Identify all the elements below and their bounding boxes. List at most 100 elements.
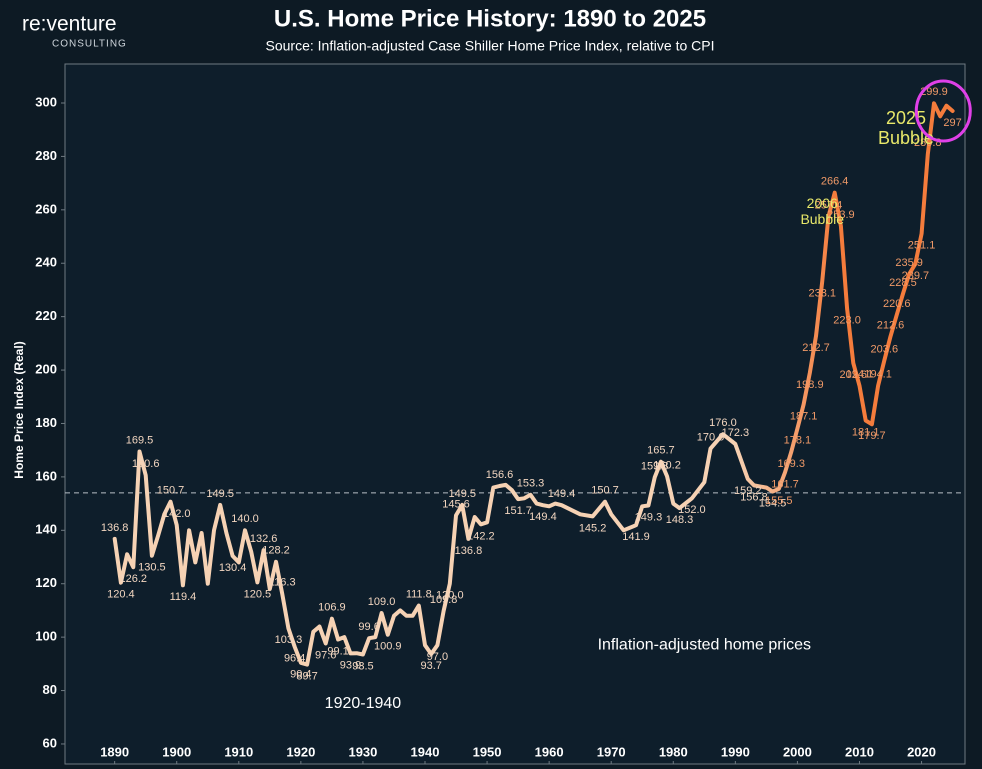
data-label: 233.1 xyxy=(808,288,836,300)
y-axis-label: Home Price Index (Real) xyxy=(12,341,26,478)
data-label: 169.5 xyxy=(126,434,154,446)
data-label: 140.0 xyxy=(231,513,259,525)
annotation: 2006 xyxy=(807,195,838,211)
data-label: 97.0 xyxy=(427,651,448,663)
y-tick-label: 160 xyxy=(35,468,57,483)
data-label: 239.7 xyxy=(902,270,930,282)
data-label: 181.1 xyxy=(852,426,880,438)
data-label: 220.6 xyxy=(883,298,911,310)
data-label: 194.1 xyxy=(864,369,892,381)
data-label: 109.0 xyxy=(368,596,396,608)
y-tick-label: 200 xyxy=(35,362,57,377)
brand-name: re:venture xyxy=(22,13,117,36)
price-line xyxy=(112,101,955,667)
data-label: 165.7 xyxy=(647,445,675,457)
data-label: 99.1 xyxy=(327,645,348,657)
data-label: 202.6 xyxy=(840,369,868,381)
data-label: 156.6 xyxy=(486,469,514,481)
data-label: 151.7 xyxy=(504,505,532,517)
data-label: 150.7 xyxy=(591,485,619,497)
data-label: 90.4 xyxy=(290,669,311,681)
data-label: 119.4 xyxy=(170,591,197,603)
y-tick-label: 300 xyxy=(35,94,57,109)
data-label: 170.6 xyxy=(697,431,725,443)
data-label: 99.6 xyxy=(358,621,379,633)
y-tick-label: 220 xyxy=(35,308,57,323)
annotation: 1920-1940 xyxy=(325,695,402,712)
data-label: 154.5 xyxy=(759,497,787,509)
data-label: 145.2 xyxy=(579,522,607,534)
data-label: 97.6 xyxy=(315,649,336,661)
data-label: 159.8 xyxy=(641,460,669,472)
data-label: 96.4 xyxy=(284,653,305,665)
data-label: 169.3 xyxy=(777,458,805,470)
x-tick-label: 2000 xyxy=(783,744,812,759)
plot-area xyxy=(64,63,966,765)
data-label: 150.7 xyxy=(157,485,185,497)
data-label: 187.1 xyxy=(790,410,818,422)
chart-subtitle: Source: Inflation-adjusted Case Shiller … xyxy=(266,38,715,54)
y-tick-label: 120 xyxy=(35,575,57,590)
x-tick-label: 1980 xyxy=(659,744,688,759)
data-label: 203.6 xyxy=(871,343,899,355)
data-label: 228.5 xyxy=(889,277,917,289)
chart-title: U.S. Home Price History: 1890 to 2025 xyxy=(274,5,706,32)
x-tick-label: 2020 xyxy=(907,744,936,759)
data-label: 132.6 xyxy=(250,533,278,545)
data-label: 297 xyxy=(943,117,961,129)
x-tick-label: 1920 xyxy=(286,744,315,759)
data-label: 126.2 xyxy=(120,573,148,585)
annotation: Bubble xyxy=(800,211,844,227)
x-tick-label: 1910 xyxy=(224,744,253,759)
data-label: 149.5 xyxy=(206,488,234,500)
data-label: 156.8 xyxy=(740,491,768,503)
x-tick-label: 1960 xyxy=(535,744,564,759)
data-label: 111.8 xyxy=(406,589,432,601)
annotation: Bubble xyxy=(878,128,934,148)
data-label: 149.4 xyxy=(529,511,557,523)
data-label: 149.4 xyxy=(548,488,576,500)
y-tick-label: 140 xyxy=(35,522,57,537)
data-label: 253.9 xyxy=(827,209,855,221)
brand-tagline: CONSULTING xyxy=(52,39,127,50)
data-label: 178.1 xyxy=(784,434,812,446)
x-tick-label: 1900 xyxy=(162,744,191,759)
data-label: 120.4 xyxy=(107,589,135,601)
x-tick-label: 1950 xyxy=(473,744,502,759)
data-label: 212.6 xyxy=(877,319,905,331)
x-tick-label: 1930 xyxy=(348,744,377,759)
data-label: 172.3 xyxy=(722,427,750,439)
data-label: 109.8 xyxy=(430,594,458,606)
highlight-circle xyxy=(914,79,972,143)
x-tick-label: 1970 xyxy=(597,744,626,759)
data-label: 103.3 xyxy=(275,634,303,646)
data-label: 120.5 xyxy=(244,588,272,600)
data-label: 161.7 xyxy=(771,478,799,490)
data-label: 159.2 xyxy=(734,485,762,497)
data-label: 223.0 xyxy=(833,315,861,327)
y-tick-label: 60 xyxy=(43,735,57,750)
x-tick-label: 1890 xyxy=(100,744,129,759)
data-label: 100.9 xyxy=(374,641,402,653)
data-label: 116.3 xyxy=(269,577,296,589)
data-label: 152.0 xyxy=(678,504,706,516)
data-label: 198.9 xyxy=(796,379,824,391)
data-label: 299.9 xyxy=(920,86,948,98)
data-label: 128.2 xyxy=(262,545,290,557)
x-tick-label: 2010 xyxy=(845,744,874,759)
data-label: 89.7 xyxy=(296,671,317,683)
data-label: 93.9 xyxy=(340,659,361,671)
data-label: 145.6 xyxy=(442,498,470,510)
data-label: 153.3 xyxy=(517,478,545,490)
y-tick-label: 260 xyxy=(35,201,57,216)
data-label: 194.1 xyxy=(846,369,874,381)
y-tick-label: 180 xyxy=(35,415,57,430)
data-label: 148.3 xyxy=(666,514,694,526)
data-label: 160.2 xyxy=(653,459,681,471)
data-label: 93.7 xyxy=(420,660,441,672)
x-tick-label: 1940 xyxy=(411,744,440,759)
data-label: 251.1 xyxy=(908,239,936,251)
data-label: 130.4 xyxy=(219,562,247,574)
